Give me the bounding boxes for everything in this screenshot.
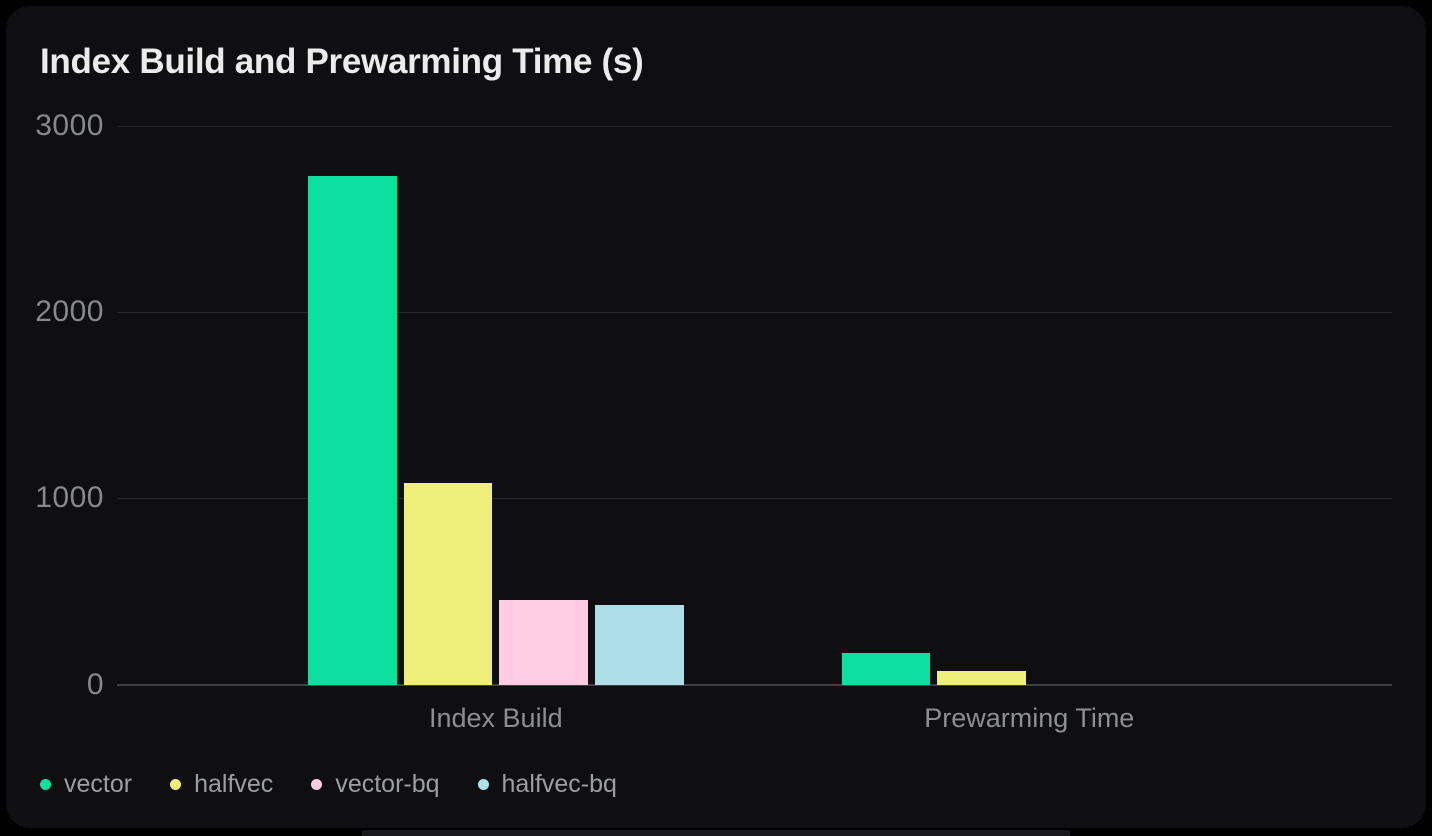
legend-dot-halfvec [170,778,182,790]
legend-label-vector-bq: vector-bq [335,770,440,798]
bar-vector-index-build [308,175,397,685]
legend-label-vector: vector [64,770,133,798]
bar-halfvec-bq-index-build [595,605,684,685]
gridline-0 [117,683,1392,686]
y-tick-label-1000: 1000 [35,481,104,515]
legend: vector halfvec vector-bq halfvec-bq [40,769,617,799]
chart-card: Index Build and Prewarming Time (s) Inde… [6,6,1426,828]
bar-vector-bq-index-build [499,599,588,685]
x-axis-label-prewarming-time: Prewarming Time [924,703,1135,733]
legend-dot-halfvec-bq [477,778,489,790]
gridline-2000 [117,311,1392,313]
legend-label-halfvec: halfvec [194,770,274,798]
legend-item-halfvec[interactable]: halfvec [170,769,273,799]
gridline-1000 [117,498,1392,500]
legend-dot-vector [40,778,51,790]
bar-halfvec-prewarming-time [937,670,1026,685]
legend-item-halfvec-bq[interactable]: halfvec-bq [477,769,617,799]
plot-area [117,125,1392,686]
chart-title: Index Build and Prewarming Time (s) [40,42,644,81]
legend-dot-vector-bq [311,778,323,790]
legend-item-vector-bq[interactable]: vector-bq [311,769,440,799]
y-tick-label-2000: 2000 [35,294,104,328]
x-axis-label-index-build: Index Build [429,703,563,733]
bar-vector-prewarming-time [841,652,930,685]
legend-item-vector[interactable]: vector [40,769,132,799]
gridline-3000 [117,125,1392,127]
y-tick-label-3000: 3000 [35,108,104,142]
bar-halfvec-index-build [403,483,493,685]
legend-label-halfvec-bq: halfvec-bq [501,770,617,798]
next-card-top-edge [362,830,1070,836]
y-tick-label-0: 0 [86,667,104,701]
